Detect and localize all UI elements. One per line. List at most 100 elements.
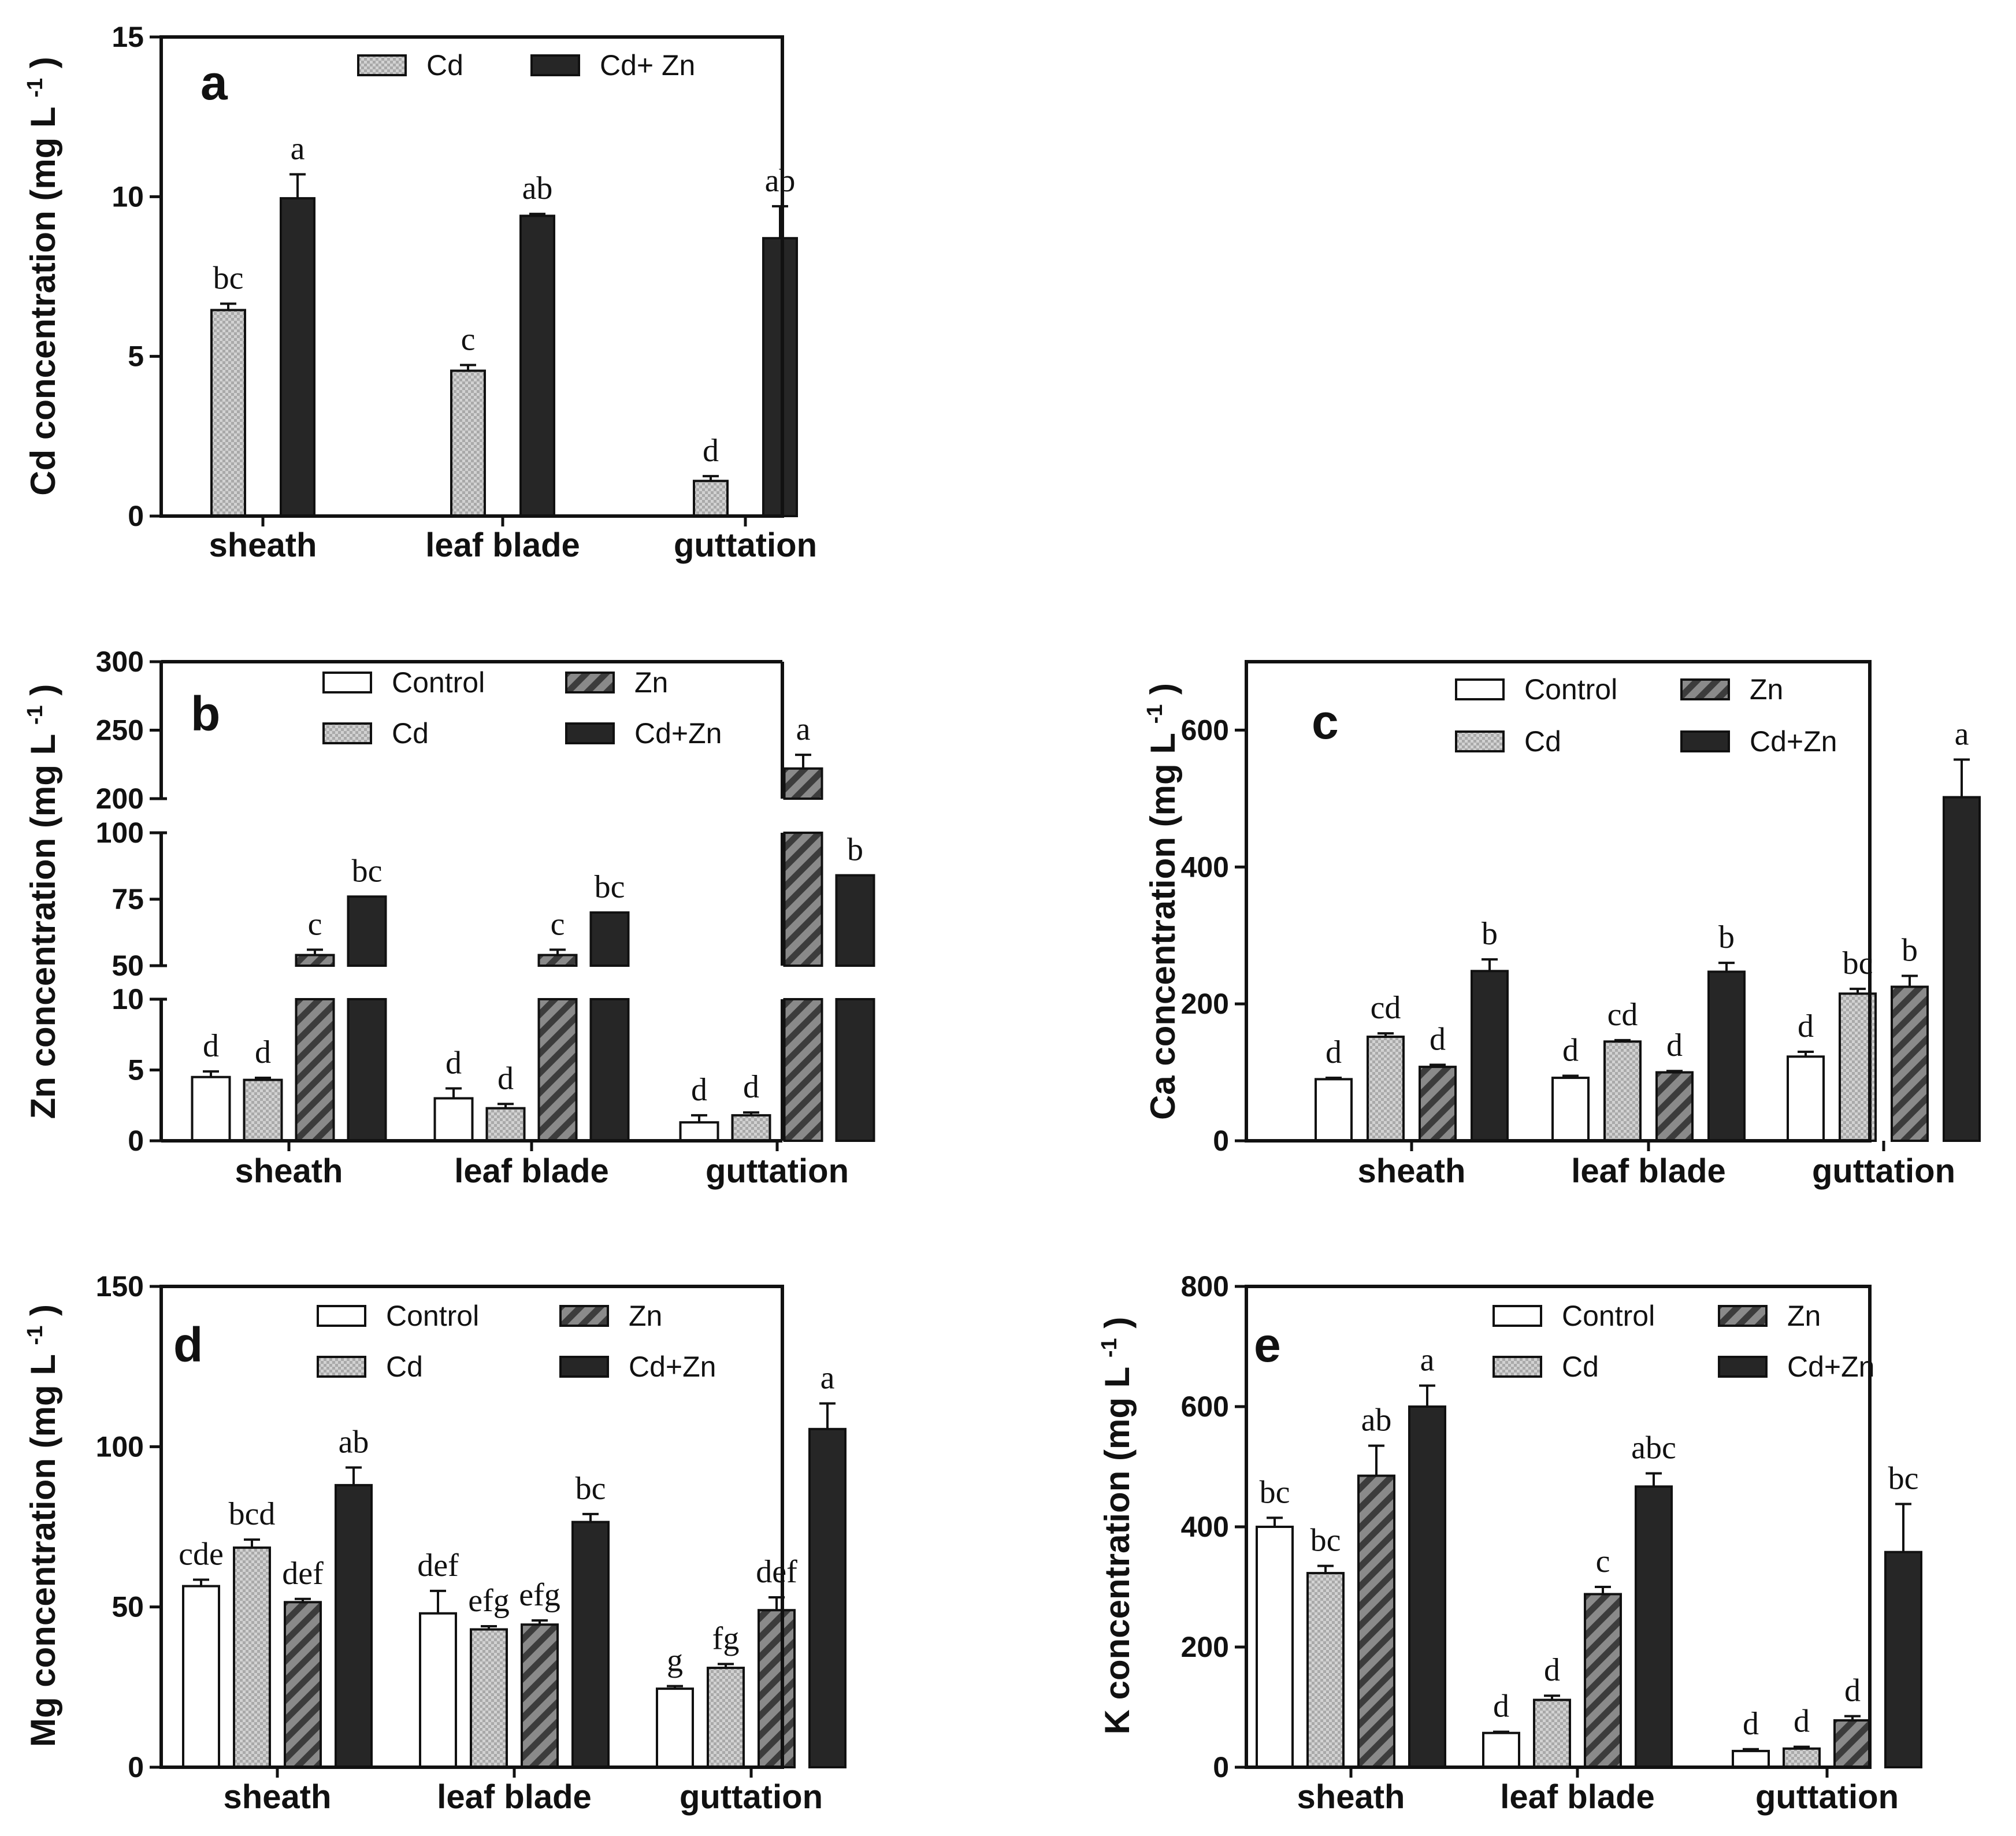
bar-c-zn-0 bbox=[1419, 1066, 1457, 1143]
y-tick-label-e-200: 200 bbox=[1181, 1631, 1229, 1663]
y-tick-label-d-0: 0 bbox=[128, 1751, 144, 1783]
y-axis-label-sup: -1 bbox=[23, 1326, 47, 1345]
legend-swatch-b-3 bbox=[565, 722, 615, 744]
legend-label-d-0: Control bbox=[386, 1300, 479, 1332]
sig-letter-b-control-1: d bbox=[445, 1045, 462, 1081]
x-category-b-1: leaf blade bbox=[454, 1152, 609, 1190]
legend-label-b-3: Cd+Zn bbox=[634, 717, 722, 750]
y-tick-label-b-250: 250 bbox=[96, 714, 144, 747]
legend-swatch-b-0 bbox=[322, 672, 372, 693]
bar-c-control-2 bbox=[1787, 1055, 1825, 1143]
bar-e-cd-1 bbox=[1533, 1698, 1571, 1769]
panel-letter-d: d bbox=[173, 1318, 203, 1372]
bar-d-zn-1 bbox=[521, 1623, 559, 1768]
bar-c-control-1 bbox=[1551, 1077, 1590, 1142]
bar-d-cd-1 bbox=[470, 1628, 508, 1769]
bar-b-control-1-seg0 bbox=[433, 1097, 474, 1142]
bar-c-cd-1 bbox=[1603, 1040, 1642, 1142]
bar-a-cd-0 bbox=[210, 309, 246, 518]
x-category-e-0: sheath bbox=[1297, 1778, 1405, 1816]
sig-letter-b-cdzn-1: bc bbox=[595, 869, 625, 905]
legend-swatch-e-1 bbox=[1718, 1305, 1768, 1327]
bar-d-cdzn-1 bbox=[571, 1520, 610, 1768]
bar-e-cdzn-0 bbox=[1408, 1405, 1446, 1768]
y-tick-label-b-75: 75 bbox=[112, 883, 144, 915]
plot-frame-c bbox=[1245, 660, 1872, 1143]
bar-c-zn-1 bbox=[1655, 1071, 1694, 1142]
bar-b-cdzn-2-seg1 bbox=[835, 874, 875, 967]
sig-letter-a-cdzn-1: ab bbox=[522, 170, 553, 206]
legend-b: Control Zn Cd Cd+Zn bbox=[322, 666, 722, 750]
bar-d-cdzn-2 bbox=[808, 1427, 847, 1768]
y-axis-label-main: Zn concentration (mg L bbox=[24, 725, 62, 1119]
legend-label-c-0: Control bbox=[1524, 673, 1617, 706]
bar-a-cd-1 bbox=[450, 369, 486, 518]
plot-frame-d bbox=[159, 1285, 784, 1769]
sig-letter-c-cdzn-1: b bbox=[1718, 919, 1735, 955]
bar-c-cdzn-2 bbox=[1943, 796, 1981, 1142]
x-category-a-0: sheath bbox=[209, 526, 317, 564]
y-axis-label-main: Mg concentration (mg L bbox=[24, 1345, 62, 1747]
y-tick-label-b-300: 300 bbox=[96, 646, 144, 678]
y-tick-label-c-0: 0 bbox=[1213, 1125, 1229, 1157]
legend-e: Control Zn Cd Cd+Zn bbox=[1492, 1300, 1874, 1383]
sig-letter-c-cdzn-2: a bbox=[1955, 716, 1969, 752]
y-tick-label-b-100: 100 bbox=[96, 817, 144, 849]
bar-c-cdzn-1 bbox=[1707, 970, 1746, 1143]
x-category-b-2: guttation bbox=[706, 1152, 849, 1190]
sig-letter-c-zn-0: d bbox=[1430, 1022, 1446, 1058]
legend-swatch-b-1 bbox=[565, 672, 615, 693]
y-tick-label-d-100: 100 bbox=[96, 1430, 144, 1463]
sig-letter-b-zn-1: c bbox=[551, 906, 565, 942]
x-category-c-0: sheath bbox=[1358, 1152, 1466, 1190]
bar-e-zn-0 bbox=[1357, 1474, 1395, 1769]
legend-label-c-3: Cd+Zn bbox=[1750, 725, 1837, 758]
legend-label-b-0: Control bbox=[392, 666, 485, 699]
legend-label-b-1: Zn bbox=[634, 666, 668, 699]
sig-letter-b-cd-0: d bbox=[255, 1034, 271, 1070]
sig-letter-e-cd-2: d bbox=[1794, 1704, 1810, 1739]
bar-b-control-2-seg0 bbox=[679, 1121, 719, 1143]
sig-letter-b-cd-2: d bbox=[743, 1069, 759, 1105]
sig-letter-e-control-2: d bbox=[1743, 1706, 1759, 1742]
y-axis-label-close: ) bbox=[24, 684, 62, 706]
bar-e-control-0 bbox=[1256, 1526, 1294, 1768]
sig-letter-d-zn-1: efg bbox=[519, 1577, 560, 1613]
y-axis-label-d: Mg concentration (mg L -1 ) bbox=[23, 1304, 62, 1747]
y-tick-label-a-10: 10 bbox=[112, 180, 144, 213]
x-category-d-2: guttation bbox=[680, 1778, 823, 1816]
bar-c-control-0 bbox=[1315, 1078, 1353, 1143]
x-category-e-2: guttation bbox=[1755, 1778, 1899, 1816]
bar-a-cdzn-0 bbox=[280, 197, 315, 517]
y-axis-label-main: K concentration (mg L bbox=[1098, 1357, 1137, 1734]
legend-swatch-a-0 bbox=[357, 54, 407, 76]
panel-letter-c: c bbox=[1312, 695, 1339, 749]
legend-swatch-d-1 bbox=[559, 1305, 609, 1327]
sig-letter-a-cd-1: c bbox=[461, 322, 476, 358]
sig-letter-e-cdzn-2: bc bbox=[1888, 1460, 1919, 1496]
panel-a: bc a sheath c ab leaf blade d ab guttation 0 5 10 15… bbox=[23, 21, 817, 564]
x-category-b-0: sheath bbox=[235, 1152, 343, 1190]
bar-a-cdzn-1 bbox=[519, 214, 555, 517]
bar-d-control-1 bbox=[419, 1612, 457, 1768]
y-tick-label-e-0: 0 bbox=[1213, 1751, 1229, 1783]
bar-d-control-0 bbox=[182, 1585, 220, 1768]
bar-d-zn-2 bbox=[758, 1609, 796, 1769]
bar-d-zn-0 bbox=[284, 1601, 322, 1768]
sig-letter-e-zn-2: d bbox=[1844, 1673, 1861, 1709]
y-axis-label-sup: -1 bbox=[1097, 1338, 1122, 1357]
legend-c: Control Zn Cd Cd+Zn bbox=[1455, 673, 1837, 758]
bar-b-zn-2-seg0 bbox=[783, 998, 823, 1142]
y-tick-label-a-0: 0 bbox=[128, 500, 144, 532]
sig-letter-b-cdzn-0: bc bbox=[352, 853, 383, 889]
legend-label-e-1: Zn bbox=[1787, 1300, 1821, 1332]
legend-swatch-e-0 bbox=[1492, 1305, 1542, 1327]
y-axis-label-c: Ca concentration (mg L -1 ) bbox=[1143, 683, 1182, 1120]
sig-letter-d-cd-0: bcd bbox=[229, 1496, 276, 1532]
legend-label-e-2: Cd bbox=[1562, 1351, 1599, 1383]
legend-label-a-0: Cd bbox=[426, 49, 463, 81]
